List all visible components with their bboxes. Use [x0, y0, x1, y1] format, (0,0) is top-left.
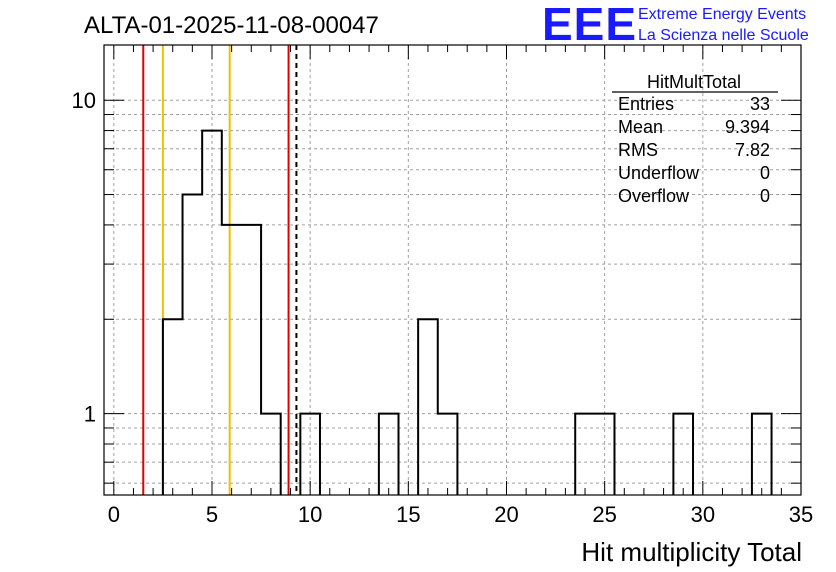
stats-row-value: 0: [760, 163, 770, 183]
histogram-bin: [575, 414, 595, 495]
x-tick-label: 15: [396, 502, 420, 527]
stats-row-label: Overflow: [618, 186, 690, 206]
x-tick-label: 30: [691, 502, 715, 527]
x-tick-label: 35: [789, 502, 813, 527]
logo-line-1: Extreme Energy Events: [638, 6, 806, 23]
plot-frame: [103, 44, 802, 496]
logo-line-2: La Scienza nelle Scuole: [638, 27, 809, 44]
x-axis-label: Hit multiplicity Total: [581, 537, 802, 567]
y-tick-labels: 1 10: [72, 88, 96, 426]
histogram-bin: [752, 414, 772, 495]
histogram-bin: [673, 414, 693, 495]
eee-logo: EEE: [542, 0, 637, 50]
stats-row-label: RMS: [618, 140, 658, 160]
stats-row-value: 9.394: [725, 117, 770, 137]
x-tick-label: 10: [298, 502, 322, 527]
stats-row-value: 7.82: [735, 140, 770, 160]
y-tick-label: 1: [84, 402, 96, 427]
axis-ticks: [104, 45, 802, 495]
histogram-step-path: [161, 129, 773, 495]
stats-row-label: Underflow: [618, 163, 700, 183]
histogram-bin: [202, 131, 222, 495]
stats-row-label: Entries: [618, 94, 674, 114]
histogram-bin: [379, 414, 399, 495]
histogram-outline: [161, 129, 773, 495]
y-tick-label: 10: [72, 88, 96, 113]
x-tick-label: 25: [592, 502, 616, 527]
stats-row-label: Mean: [618, 117, 663, 137]
histogram-bin: [438, 414, 458, 495]
stats-row-value: 0: [760, 186, 770, 206]
stats-rows: Entries 33 Mean 9.394 RMS 7.82 Underflow 0 Overf…: [618, 94, 770, 206]
histogram-bin: [241, 225, 261, 495]
histogram-bin: [418, 319, 438, 495]
stats-box-name: HitMultTotal: [647, 72, 741, 92]
x-tick-labels: 0 5 10 15 20 25 30 35: [108, 502, 814, 527]
histogram-bin: [183, 195, 203, 495]
histogram-bin: [261, 414, 281, 495]
x-tick-label: 5: [206, 502, 218, 527]
x-tick-label: 20: [494, 502, 518, 527]
stats-box: HitMultTotal Entries 33 Mean 9.394 RMS 7.82 Un…: [612, 72, 778, 206]
x-tick-label: 0: [108, 502, 120, 527]
histogram-bin: [163, 319, 183, 495]
chart-title: ALTA-01-2025-11-08-00047: [84, 12, 379, 39]
marker-lines: [142, 45, 298, 495]
histogram-bin: [222, 225, 242, 495]
stats-row-value: 33: [750, 94, 770, 114]
